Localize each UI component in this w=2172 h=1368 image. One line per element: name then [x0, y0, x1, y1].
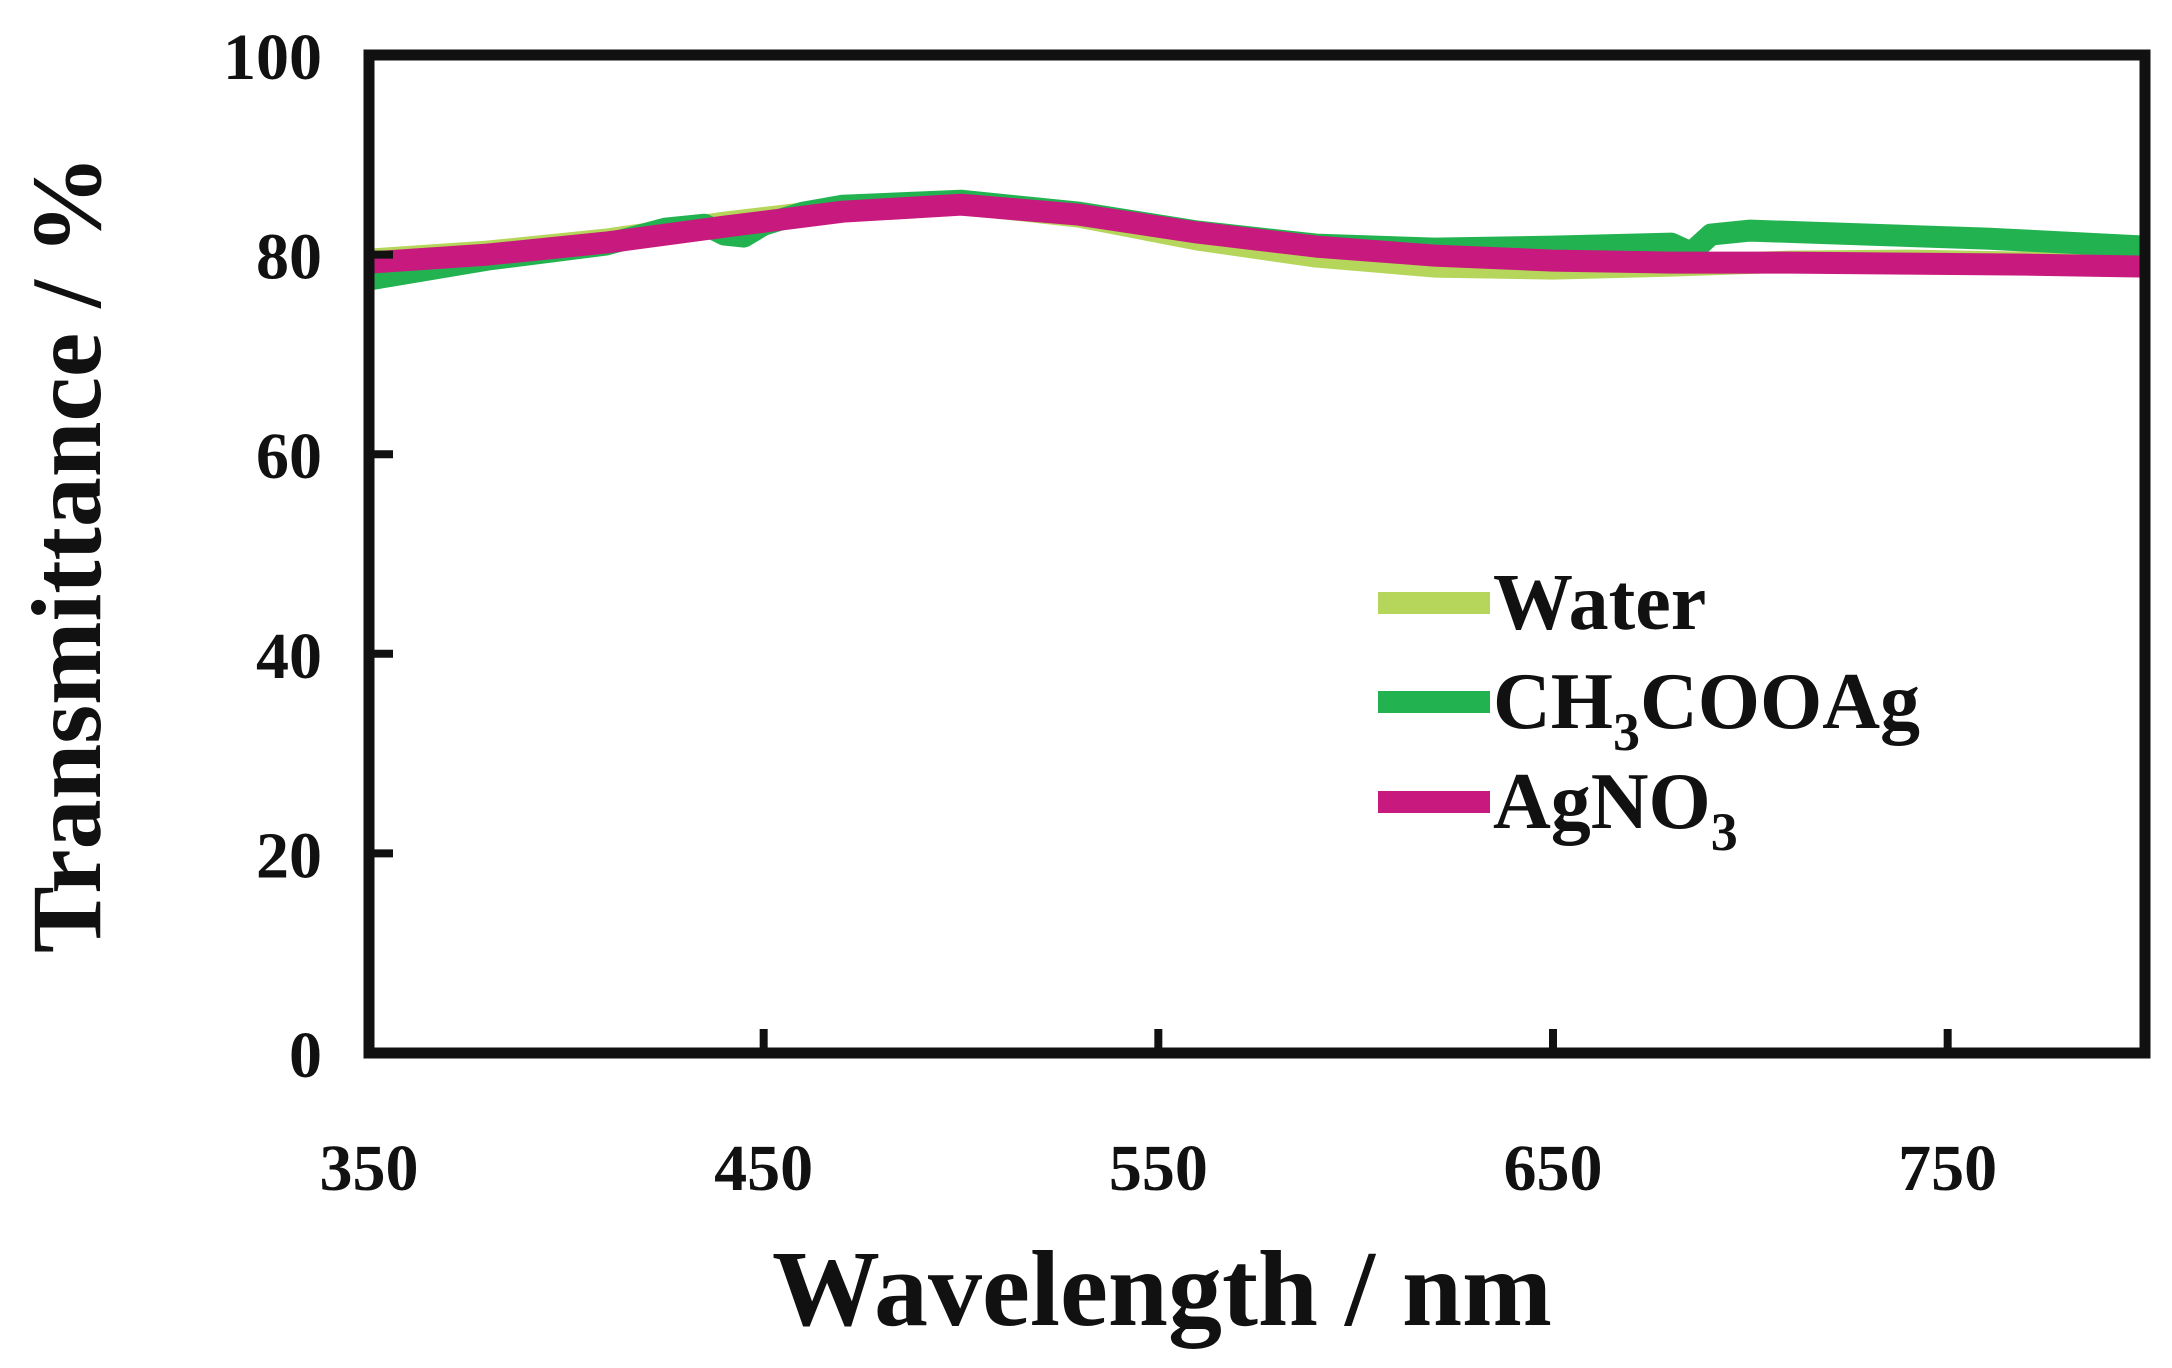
y-tick-label-4: 80 [256, 221, 322, 294]
series-layer [367, 189, 2146, 291]
x-tick-label-0: 350 [320, 1132, 419, 1205]
legend-label-2: AgNO3 [1493, 758, 1738, 862]
legend-label-0: Water [1493, 559, 1706, 647]
y-tick-label-0: 0 [289, 1019, 322, 1092]
legend-label-tail-1: COOAg [1640, 658, 1920, 746]
y-tick-label-2: 40 [256, 620, 322, 693]
x-tick-label-2: 550 [1109, 1132, 1208, 1205]
legend-label-sub-1: 3 [1613, 702, 1640, 762]
tick-layer: 350 450 550 650 750 0 20 40 60 80 100 [223, 21, 1997, 1205]
x-tick-label-4: 750 [1898, 1132, 1997, 1205]
plot-frame [363, 49, 2151, 1059]
y-axis-title: Transmittance / % [11, 155, 122, 953]
legend-label-main-0: Water [1493, 559, 1706, 647]
y-tick-label-1: 20 [256, 819, 322, 892]
y-tick-label-5: 100 [223, 21, 322, 94]
x-tick-label-3: 650 [1504, 1132, 1603, 1205]
x-tick-label-1: 450 [714, 1132, 813, 1205]
legend-label-sub-2: 3 [1711, 802, 1738, 862]
legend-label-1: CH3COOAg [1493, 658, 1920, 762]
legend-label-main-1: CH [1493, 658, 1613, 746]
x-axis-title: Wavelength / nm [772, 1230, 1552, 1349]
series-line-2 [368, 193, 2146, 278]
y-tick-label-3: 60 [256, 420, 322, 493]
legend-label-main-2: AgNO [1493, 758, 1711, 846]
